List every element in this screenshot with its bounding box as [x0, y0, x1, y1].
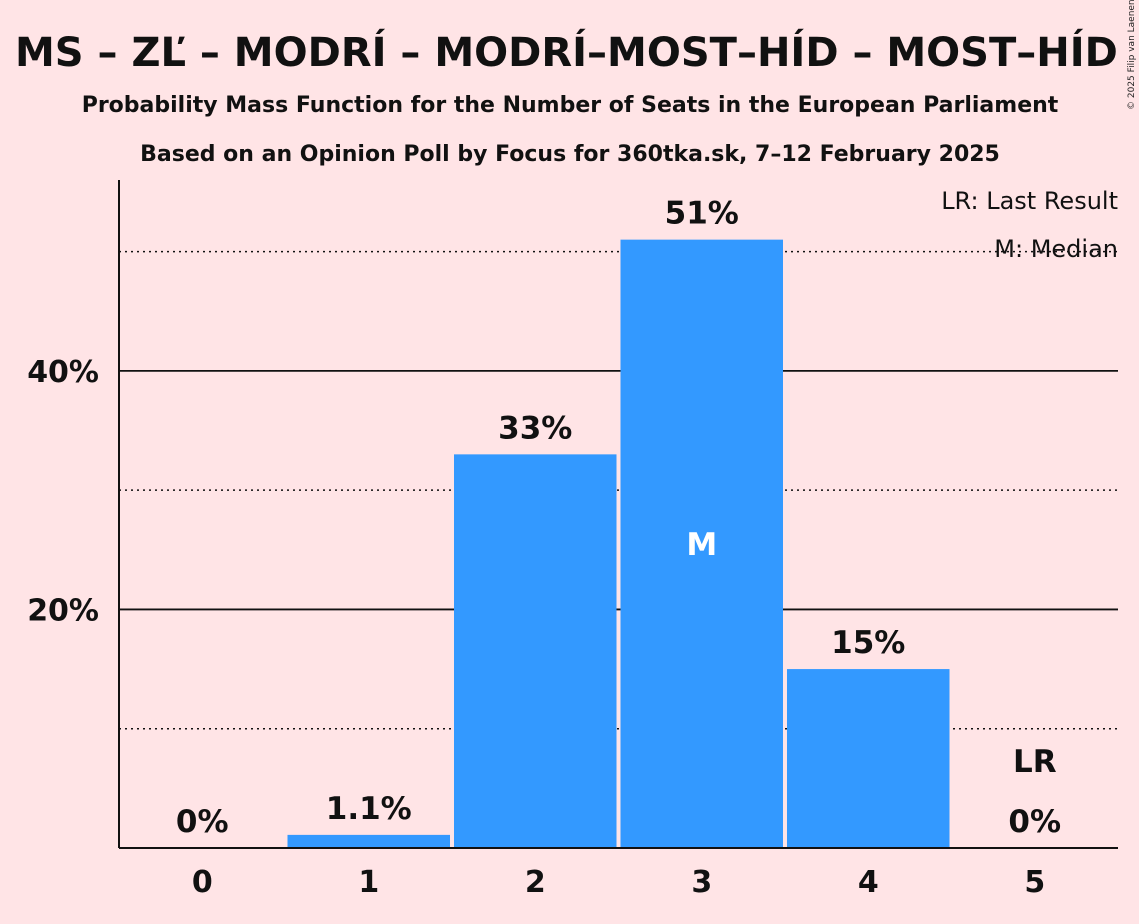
- last-result-marker: LR: [1013, 744, 1057, 780]
- chart-subtitle: Probability Mass Function for the Number…: [82, 93, 1059, 118]
- legend: LR: Last Result M: Median: [941, 187, 1118, 263]
- axes: 20% 40% 0 1 2 3 4 5: [27, 180, 1118, 900]
- median-marker: M: [686, 527, 717, 563]
- bar: [620, 239, 783, 849]
- grid-lines: [119, 250, 1118, 730]
- x-tick-label: 0: [192, 865, 213, 900]
- bars: [287, 239, 950, 849]
- bar: [787, 669, 950, 848]
- data-labels: 0% 1.1% 33% 51% 15% 0% M LR: [176, 196, 1061, 840]
- y-tick-label: 40%: [27, 355, 99, 390]
- chart-title: MS – ZĽ – MODRÍ – MODRÍ–MOST–HÍD – MOST–…: [15, 28, 1118, 76]
- x-tick-label: 1: [358, 865, 379, 900]
- data-label: 15%: [831, 625, 905, 661]
- y-tick-label: 20%: [27, 593, 99, 628]
- x-tick-label: 2: [525, 865, 546, 900]
- copyright-notice: © 2025 Filip van Laenen: [1127, 0, 1137, 110]
- data-label: 0%: [176, 804, 229, 840]
- bar: [454, 454, 617, 848]
- bar: [287, 834, 450, 848]
- data-label: 33%: [498, 410, 572, 446]
- chart-subtitle-poll: Based on an Opinion Poll by Focus for 36…: [140, 142, 1000, 167]
- legend-median: M: Median: [994, 235, 1118, 263]
- x-tick-label: 5: [1024, 865, 1045, 900]
- data-label: 0%: [1008, 804, 1061, 840]
- x-tick-label: 3: [691, 865, 712, 900]
- x-tick-label: 4: [858, 865, 879, 900]
- data-label: 51%: [665, 196, 739, 232]
- legend-last-result: LR: Last Result: [941, 187, 1118, 215]
- data-label: 1.1%: [326, 791, 412, 827]
